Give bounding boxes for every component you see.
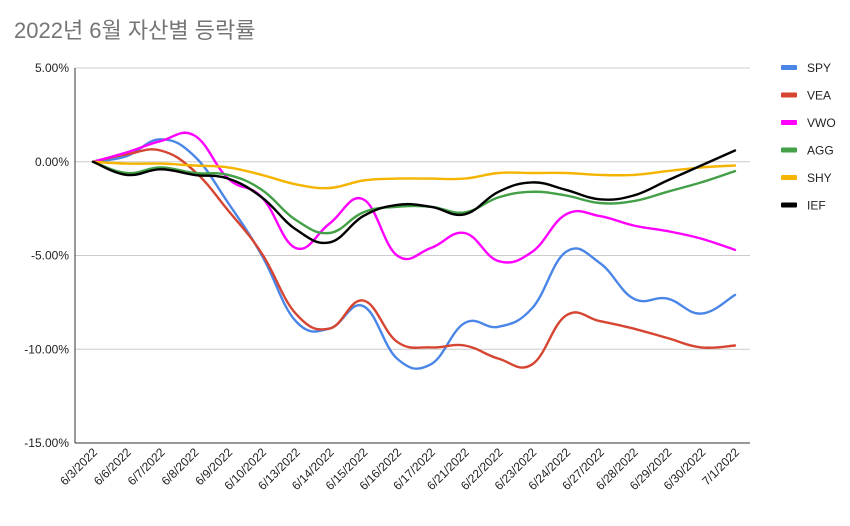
legend-label-vea: VEA	[807, 89, 831, 103]
legend-swatch-vea	[781, 92, 797, 98]
legend-label-ief: IEF	[807, 199, 826, 213]
y-tick-label: 0.00%	[35, 155, 69, 169]
chart-title: 2022년 6월 자산별 등락률	[14, 18, 255, 43]
legend-label-agg: AGG	[807, 144, 834, 158]
y-tick-label: 5.00%	[35, 61, 69, 75]
x-tick-label: 7/1/2022	[699, 445, 742, 488]
y-tick-label: -10.00%	[24, 342, 69, 356]
legend-swatch-agg	[781, 147, 797, 153]
y-tick-label: -5.00%	[31, 249, 69, 263]
y-tick-label: -15.00%	[24, 436, 69, 450]
grid-lines	[75, 67, 750, 444]
x-axis: 6/3/20226/6/20226/7/20226/8/20226/9/2022…	[57, 445, 742, 493]
series-line-vwo	[91, 131, 737, 264]
legend-label-spy: SPY	[807, 61, 831, 75]
legend-label-shy: SHY	[807, 171, 832, 185]
legend-swatch-shy	[781, 175, 797, 180]
series-line-shy	[91, 160, 737, 190]
y-axis: 5.00% 0.00% -5.00% -10.00% -15.00%	[24, 61, 76, 450]
series-line-agg	[91, 160, 737, 235]
series-line-vea	[91, 148, 737, 369]
series-line-ief	[91, 149, 737, 245]
legend-label-vwo: VWO	[807, 116, 836, 130]
series-line-spy	[91, 138, 737, 370]
legend-swatch-vwo	[781, 120, 797, 125]
series-lines	[91, 131, 737, 370]
legend-swatch-spy	[781, 65, 797, 70]
legend: SPY VEA VWO AGG SHY IEF	[781, 61, 836, 213]
legend-swatch-ief	[781, 202, 797, 208]
